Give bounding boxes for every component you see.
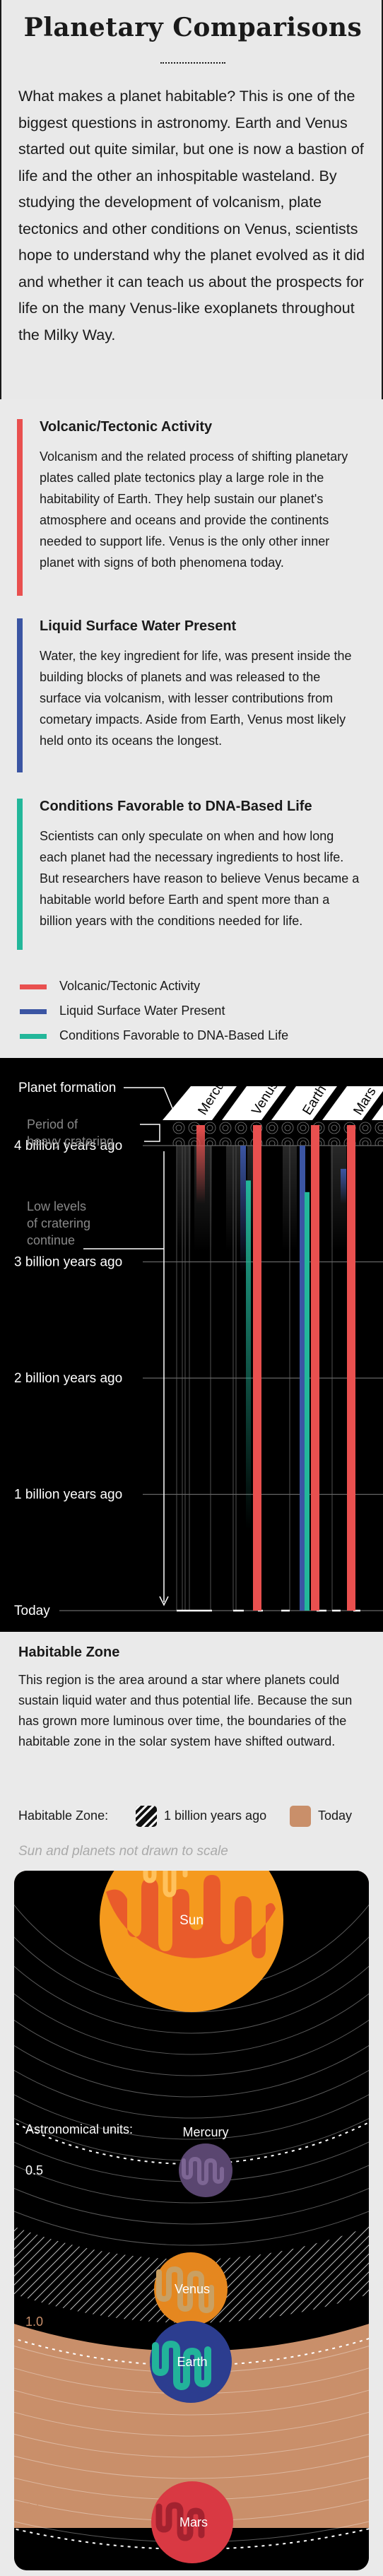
hz-legend-past-swatch [136,1806,157,1827]
timeline-static [59,1086,383,1612]
legend-swatch [20,1009,47,1014]
bar-venus-volcanic [253,1125,261,1611]
criteria-color-bar [17,799,23,950]
planet-mercury: Mercury [179,2125,232,2197]
hz-legend-today-label: Today [318,1809,353,1823]
au-tick-1-0: 1.0 [25,2315,43,2329]
criteria-section: Volcanic/Tectonic Activity Volcanism and… [0,399,383,1058]
arrow-head [159,1596,169,1606]
solar-system-diagram: Sun Astronomical units: 0.5 1.0 1.5 Merc… [14,1871,369,2570]
planet-earth: Earth [150,2321,232,2403]
criteria-color-bar [17,419,23,596]
title-divider [160,62,225,64]
y-tick-label: 2 billion years ago [14,1371,122,1386]
y-tick-label: 4 billion years ago [14,1139,122,1153]
bar-venus-life [246,1180,251,1529]
criteria-title: Liquid Surface Water Present [40,618,237,634]
bar-mars-water [341,1168,346,1204]
legend-swatch [20,984,47,989]
habitable-zone-section: Habitable Zone This region is the area a… [0,1632,383,2576]
timeline-bars [196,1125,355,1611]
bar-earth-water [300,1146,305,1611]
au-label: Astronomical units: [25,2122,133,2136]
planet-mars: Mars [151,2481,233,2563]
page-title: Planetary Comparisons [23,13,363,42]
hz-legend-today-swatch [290,1806,311,1827]
cratering-fade [177,1146,191,1252]
criteria-title: Conditions Favorable to DNA-Based Life [40,799,312,814]
legend-label: Liquid Surface Water Present [59,1004,225,1018]
header-divider [261,1086,296,1120]
hz-legend: Habitable Zone: 1 billion years ago Toda… [18,1806,372,1827]
venus-label: Venus [175,2282,210,2296]
criteria-color-bar [17,618,23,772]
criteria-text: Volcanism and the related process of shi… [40,449,348,570]
mercury-label: Mercury [182,2125,228,2139]
criteria-text: Scientists can only speculate on when an… [40,829,360,928]
header-divider [312,1086,347,1120]
legend-swatch [20,1034,47,1039]
hz-scale-note: Sun and planets not drawn to scale [18,1844,228,1859]
criteria-title: Volcanic/Tectonic Activity [40,419,213,435]
au-tick-1-5: 1.5 [25,2501,43,2515]
header-divider [212,1086,247,1120]
title-leader-diag [163,1087,175,1112]
earth-label: Earth [177,2355,207,2369]
bar-mars-volcanic [347,1125,355,1611]
hz-legend-past-label: 1 billion years ago [164,1809,267,1823]
y-tick-label: 1 billion years ago [14,1488,122,1502]
bar-earth-volcanic [311,1125,319,1611]
planet-venus: Venus [154,2252,228,2326]
intro-section: Planetary Comparisons What makes a plane… [0,0,383,399]
chart-title: Planet formation [18,1081,116,1095]
sun: Sun [100,1871,283,2012]
hz-title: Habitable Zone [18,1645,120,1660]
criteria-text: Water, the key ingredient for life, was … [40,649,352,748]
bar-venus-water [240,1146,246,1274]
y-tick-label: 3 billion years ago [14,1255,122,1270]
y-tick-label: Today [14,1604,50,1618]
criteria-card-life: Conditions Favorable to DNA-Based Life S… [17,799,370,954]
annotation-low-cratering: Low levels of cratering continue [27,1199,90,1247]
legend-label: Conditions Favorable to DNA-Based Life [59,1028,289,1042]
hz-legend-label: Habitable Zone: [18,1809,109,1823]
legend-label: Volcanic/Tectonic Activity [59,979,201,993]
bracket-heavy [140,1124,160,1142]
criteria-card-water: Liquid Surface Water Present Water, the … [17,618,370,774]
sun-label: Sun [179,1913,204,1928]
mars-label: Mars [179,2515,208,2529]
timeline-chart: Planet formation Mercury Venus Earth Mars 4 b… [0,1058,383,1632]
solar-system-svg: Sun Astronomical units: 0.5 1.0 1.5 Merc… [14,1871,369,2570]
bar-mercury-volcanic [196,1125,205,1204]
annotation-heavy-cratering: Period of heavy cratering [27,1117,114,1148]
au-tick-0-5: 0.5 [25,2163,43,2177]
hz-paragraph: This region is the area around a star wh… [18,1673,353,1748]
bar-earth-life [305,1192,310,1611]
criteria-card-volcanic: Volcanic/Tectonic Activity Volcanism and… [17,419,370,596]
intro-paragraph: What makes a planet habitable? This is o… [18,88,365,343]
